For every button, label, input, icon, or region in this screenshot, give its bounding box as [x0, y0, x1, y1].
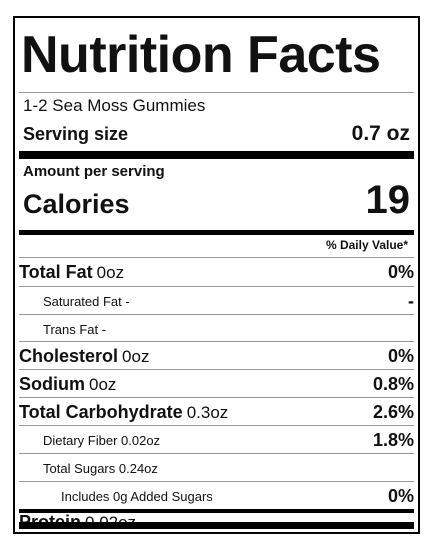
divider — [19, 425, 414, 426]
trans-fat-row: Trans Fat - — [19, 316, 414, 342]
total-sugars-label: Total Sugars 0.24oz — [43, 460, 158, 476]
divider — [19, 341, 414, 342]
divider — [19, 369, 414, 370]
thick-divider-calories — [19, 230, 414, 235]
dietary-fiber-row: Dietary Fiber 0.02oz 1.8% — [19, 427, 414, 453]
divider — [19, 453, 414, 454]
sodium-label: Sodium — [19, 373, 85, 394]
added-sugars-label: Includes 0g Added Sugars — [61, 488, 213, 504]
calories-label: Calories — [23, 189, 130, 219]
total-fat-dv: 0% — [387, 261, 414, 282]
thick-divider-bottom — [19, 522, 414, 529]
title-divider — [19, 92, 414, 93]
divider — [19, 397, 414, 398]
dietary-fiber-dv: 1.8% — [372, 429, 414, 450]
divider — [19, 314, 414, 315]
nutrition-facts-label: Nutrition Facts 1-2 Sea Moss Gummies Ser… — [13, 16, 420, 534]
total-sugars-row: Total Sugars 0.24oz — [19, 455, 414, 481]
cholesterol-row: Cholesterol 0oz 0% — [19, 343, 414, 369]
amount-per-serving-label: Amount per serving — [23, 163, 165, 180]
sodium-amount: 0oz — [89, 374, 117, 394]
divider — [19, 481, 414, 482]
trans-fat-label: Trans Fat - — [43, 321, 107, 337]
thick-divider-protein — [19, 509, 414, 513]
total-carbohydrate-dv: 2.6% — [372, 401, 414, 422]
cholesterol-amount: 0oz — [122, 346, 150, 366]
sodium-dv: 0.8% — [372, 373, 414, 394]
added-sugars-row: Includes 0g Added Sugars 0% — [19, 483, 414, 509]
calories-value: 19 — [365, 178, 411, 222]
total-fat-amount: 0oz — [96, 262, 125, 282]
serving-description: 1-2 Sea Moss Gummies — [23, 96, 206, 115]
calories-row: Calories 19 — [23, 178, 410, 223]
serving-size-label: Serving size — [23, 124, 129, 144]
saturated-fat-dv: - — [408, 290, 414, 311]
serving-size-value: 0.7 oz — [351, 122, 410, 145]
daily-value-header: % Daily Value* — [325, 238, 408, 252]
total-carbohydrate-label: Total Carbohydrate — [19, 401, 183, 422]
dietary-fiber-label: Dietary Fiber 0.02oz — [43, 432, 161, 448]
sodium-row: Sodium 0oz 0.8% — [19, 371, 414, 397]
divider — [19, 257, 414, 258]
saturated-fat-label: Saturated Fat - — [43, 293, 130, 309]
serving-size-row: Serving size 0.7 oz — [23, 122, 410, 146]
thick-divider-top — [19, 151, 414, 159]
divider — [19, 286, 414, 287]
label-title: Nutrition Facts — [21, 26, 381, 84]
cholesterol-dv: 0% — [387, 345, 414, 366]
cholesterol-label: Cholesterol — [19, 345, 119, 366]
total-fat-row: Total Fat 0oz 0% — [19, 259, 414, 285]
total-carbohydrate-row: Total Carbohydrate 0.3oz 2.6% — [19, 399, 414, 425]
total-fat-label: Total Fat — [19, 261, 93, 282]
total-carbohydrate-amount: 0.3oz — [186, 402, 229, 422]
added-sugars-dv: 0% — [387, 485, 414, 506]
saturated-fat-row: Saturated Fat - - — [19, 288, 414, 314]
